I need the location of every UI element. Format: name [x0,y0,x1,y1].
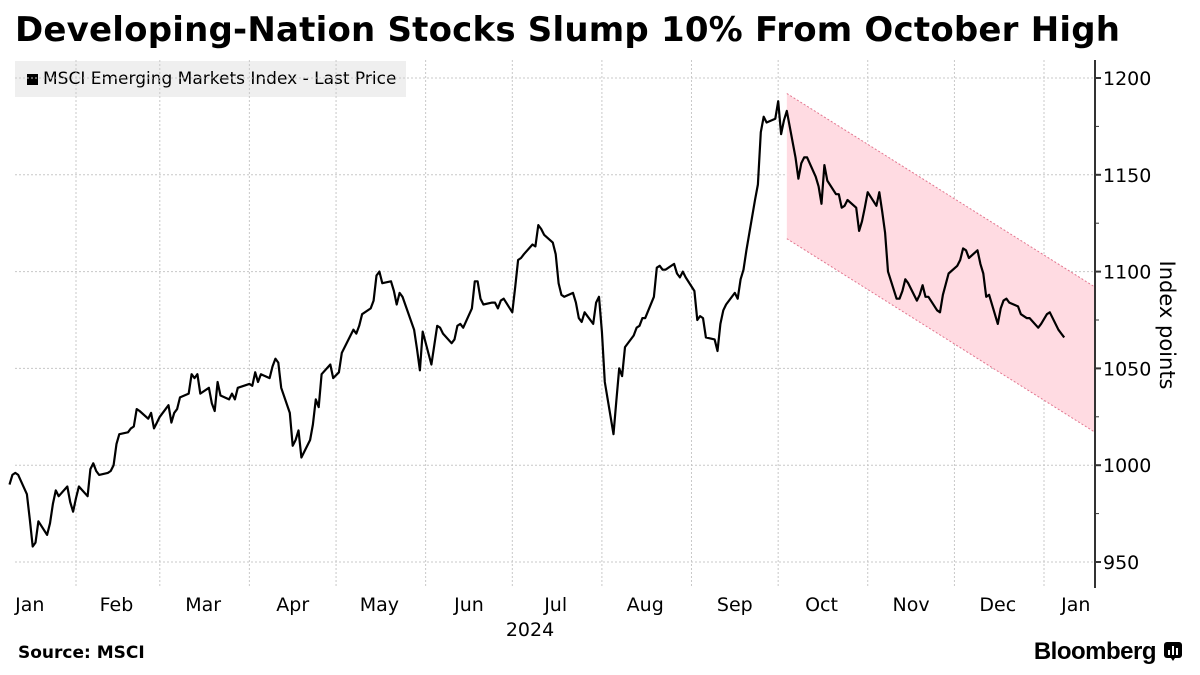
legend-swatch-icon [27,73,38,85]
brand: Bloomberg [1034,638,1182,666]
bloomberg-chart-icon [1164,642,1182,661]
x-tick-label: Mar [185,594,221,616]
y-tick-label: 1050 [1103,358,1151,380]
chart-title: Developing-Nation Stocks Slump 10% From … [15,10,1121,50]
x-tick-label: Apr [276,594,309,616]
x-axis-year-label: 2024 [506,619,554,641]
x-tick-label: Jul [543,594,567,616]
y-tick-label: 1150 [1103,165,1151,187]
x-tick-label: Jan [14,594,44,616]
trend-channel [786,93,1096,433]
y-tick-label: 1000 [1103,455,1151,477]
x-tick-label: Dec [979,594,1016,616]
brand-name: Bloomberg [1033,638,1157,665]
x-tick-label: Jun [453,594,484,616]
source-note: Source: MSCI [18,643,145,663]
y-tick-label: 1100 [1103,262,1151,284]
series-layer [8,100,1066,548]
y-axis-title: Index points [1155,260,1179,390]
channel-lower-edge [786,238,1096,433]
legend-label: MSCI Emerging Markets Index - Last Price [43,69,397,89]
x-tick-label: Jan [1060,594,1090,616]
y-tick-label: 1200 [1103,68,1151,90]
axes: 950 1000 1050 1100 1150 1200 Jan Feb Mar Apr May Ju… [14,60,1151,641]
series-line [8,100,1066,548]
channel-upper-edge [786,93,1096,288]
x-tick-label: Oct [805,594,838,616]
legend: MSCI Emerging Markets Index - Last Price [15,61,407,97]
y-tick-label: 950 [1103,552,1139,574]
x-tick-label: Sep [717,594,753,616]
x-tick-label: Feb [100,594,134,616]
x-tick-label: Aug [627,594,664,616]
x-tick-label: May [360,594,399,616]
channel-fill [786,93,1095,433]
x-tick-label: Nov [893,594,930,616]
